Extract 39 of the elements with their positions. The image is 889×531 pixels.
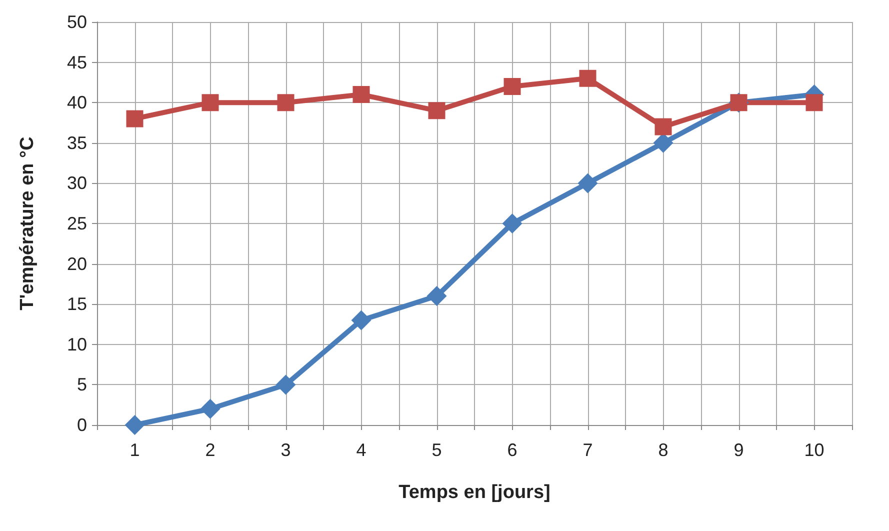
point [578,173,598,194]
y-axis-title: T'empérature en °C [17,136,38,310]
point [126,110,144,128]
point [428,102,446,120]
x-tick-label: 4 [356,440,366,460]
y-tick-label: 15 [66,294,87,314]
x-tick-label: 10 [804,440,824,460]
point [124,415,145,435]
y-tick-label: 5 [76,374,87,395]
y-tick-label: 45 [66,52,87,72]
x-axis-title: Temps en [jours] [398,482,550,503]
x-tick-label: 1 [130,440,140,460]
point [502,214,522,234]
point [277,94,294,112]
x-tick-label: 2 [205,440,216,460]
point [352,86,370,104]
y-tick-label: 35 [66,132,87,153]
point [579,70,596,87]
x-tick-label: 3 [280,440,291,460]
y-tick-label: 30 [66,173,87,194]
point [351,310,372,330]
point [202,94,219,112]
x-tick-label: 6 [507,440,518,460]
x-tick-label: 7 [582,440,593,460]
x-tick-label: 8 [658,440,668,460]
point [654,118,672,136]
x-tick-label: 5 [432,440,442,460]
y-tick-label: 25 [66,214,87,234]
y-tick-label: 20 [66,254,87,274]
y-tick-label: 40 [66,92,87,113]
point [806,94,823,112]
x-tick-label: 9 [734,440,744,460]
point [200,398,220,419]
y-tick-label: 50 [66,12,87,32]
y-tick-label: 0 [76,415,87,435]
point [276,374,296,395]
point [426,286,447,306]
y-tick-label: 10 [66,334,87,354]
point [504,78,521,95]
